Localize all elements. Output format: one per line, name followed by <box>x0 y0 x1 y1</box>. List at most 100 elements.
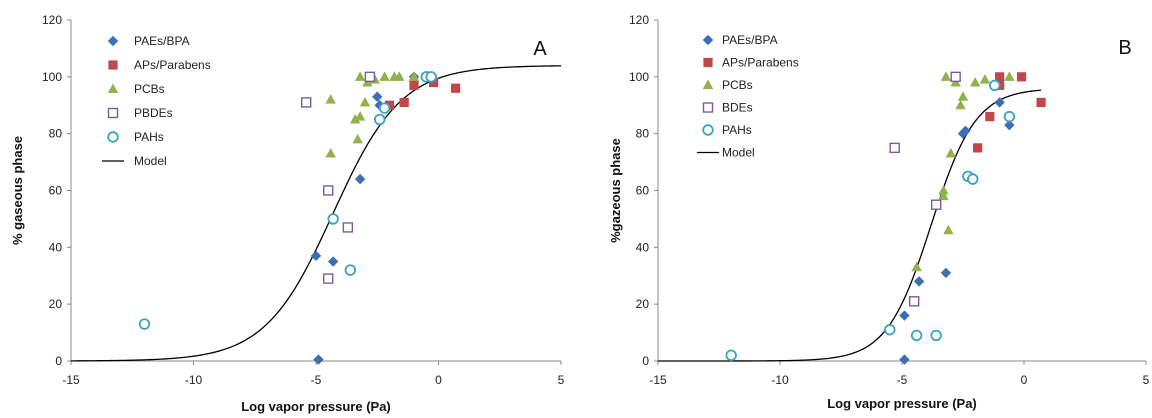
legend-marker <box>107 131 119 143</box>
data-point <box>994 97 1005 108</box>
data-point <box>138 318 151 330</box>
data-point <box>1004 119 1015 131</box>
data-point <box>967 173 979 185</box>
data-point <box>327 256 339 267</box>
x-tick-label: 0 <box>435 373 442 387</box>
data-point <box>930 199 942 210</box>
model-curve <box>658 89 1042 362</box>
legend-label: PAHs <box>134 130 164 144</box>
series-paes-bpa <box>899 97 1015 365</box>
x-tick-label: -15 <box>62 373 80 387</box>
data-point <box>379 71 390 81</box>
y-tick-label: 80 <box>636 127 650 141</box>
y-tick-label: 60 <box>49 184 63 198</box>
y-tick-label: 20 <box>636 297 650 311</box>
data-point <box>913 276 925 287</box>
data-point <box>960 125 971 137</box>
y-tick-label: 60 <box>636 184 650 198</box>
legend-marker <box>702 34 714 46</box>
chart-panel-a: 0 20 40 60 80 100 120 -15 -10 -5 0 5 Log vapor press… <box>10 13 565 414</box>
y-tick-label: 120 <box>629 13 649 27</box>
legend-label: PCBs <box>134 82 165 96</box>
x-tick-label: 0 <box>1021 373 1028 387</box>
data-point <box>910 329 923 342</box>
y-tick-label: 0 <box>55 354 62 368</box>
series-bdes <box>889 71 961 307</box>
data-point <box>899 310 910 321</box>
data-point <box>911 261 922 272</box>
legend-label: APs/Parabens <box>134 58 211 72</box>
legend-marker <box>702 79 714 89</box>
legend-marker <box>703 57 713 68</box>
y-tick-label: 100 <box>629 70 649 84</box>
data-point <box>970 77 981 87</box>
legend-label: APs/Parabens <box>722 56 799 70</box>
data-point <box>394 71 405 81</box>
y-tick-label: 100 <box>42 70 62 84</box>
data-point <box>1036 97 1046 108</box>
data-point <box>372 91 383 102</box>
data-point <box>323 185 334 196</box>
data-point <box>378 102 391 114</box>
series-pahs <box>725 79 1016 362</box>
panel-label: B <box>1118 37 1131 59</box>
y-tick-label: 40 <box>49 240 63 254</box>
data-point <box>955 99 966 110</box>
data-point <box>884 324 896 336</box>
data-point <box>1004 71 1015 81</box>
data-point <box>985 112 995 122</box>
x-tick-label: -15 <box>649 373 667 387</box>
data-point <box>899 354 910 365</box>
y-tick-label: 120 <box>42 13 62 27</box>
series-pbdes <box>301 71 376 284</box>
data-point <box>327 213 339 225</box>
data-point <box>323 273 334 284</box>
data-point <box>399 97 409 108</box>
legend: PAEs/BPA APs/Parabens PCBs BDEs PAHs Model <box>697 33 799 160</box>
model-curve <box>70 65 562 362</box>
data-point <box>301 97 312 108</box>
series-pahs <box>138 71 437 330</box>
data-point <box>943 224 954 235</box>
data-point <box>325 94 336 104</box>
data-point <box>957 91 969 101</box>
legend-label: PAEs/BPA <box>722 33 778 47</box>
chart-panel-b: 0 20 40 60 80 100 120 -15 -10 -5 0 5 Log vapor press… <box>608 13 1150 411</box>
data-point <box>938 190 949 201</box>
series-paes-bpa <box>310 71 420 365</box>
x-tick-label: 5 <box>558 373 565 387</box>
legend-marker <box>107 107 119 119</box>
legend-label: BDEs <box>722 101 753 115</box>
data-point <box>950 71 961 83</box>
data-point <box>409 80 419 90</box>
x-axis-title: Log vapor pressure (Pa) <box>827 396 977 411</box>
data-point <box>325 148 336 158</box>
panel-label: A <box>533 38 547 60</box>
data-point <box>354 111 366 121</box>
legend-marker <box>702 102 714 113</box>
data-point <box>352 133 363 144</box>
legend-marker <box>107 35 119 47</box>
y-tick-label: 40 <box>636 240 650 254</box>
data-point <box>909 296 920 307</box>
data-point <box>1003 110 1016 123</box>
legend-label: PAHs <box>722 123 752 137</box>
y-tick-label: 20 <box>49 297 63 311</box>
legend-label: PBDEs <box>134 106 173 120</box>
legend-label: PAEs/BPA <box>134 34 190 48</box>
data-point <box>374 113 386 126</box>
data-point <box>408 71 420 81</box>
data-point <box>979 74 991 84</box>
x-tick-label: 5 <box>1143 373 1150 387</box>
data-point <box>940 71 952 81</box>
legend-marker <box>107 83 119 93</box>
data-point <box>350 113 361 124</box>
data-point <box>313 354 324 365</box>
data-point <box>889 142 900 154</box>
legend-marker <box>108 60 118 70</box>
data-point <box>930 329 942 342</box>
x-tick-label: -5 <box>897 373 908 387</box>
data-point <box>989 79 1001 92</box>
x-tick-label: -10 <box>771 373 789 387</box>
